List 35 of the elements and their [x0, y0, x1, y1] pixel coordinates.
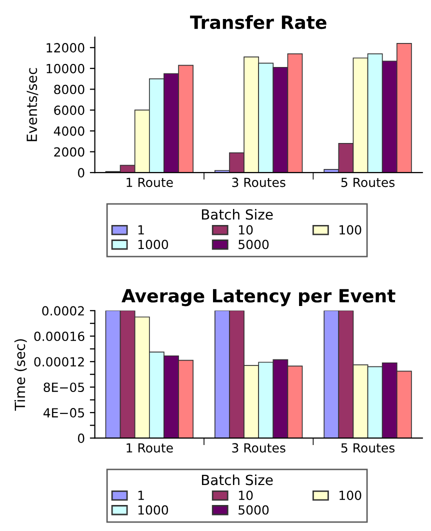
legend-label: 1: [138, 490, 144, 500]
legend-label: 100: [340, 490, 362, 500]
legend-label: 100: [340, 225, 362, 235]
x-tick-label: 5 Routes: [341, 178, 395, 188]
y-tick-label: 10000: [46, 64, 84, 74]
chart-title: Transfer Rate: [190, 15, 326, 30]
legend-label: 1000: [138, 240, 168, 250]
y-tick-label: 0.00016: [34, 332, 84, 342]
legend-label: 1000: [138, 505, 168, 515]
y-tick-label: 0: [78, 434, 84, 443]
y-tick-label: 0.00012: [34, 357, 84, 367]
y-tick-label: 4000: [54, 126, 84, 136]
x-tick-label: 3 Routes: [232, 178, 286, 188]
legend-label: 5000: [238, 505, 269, 515]
y-tick-label: 0.0002: [42, 306, 84, 316]
x-tick-label: 3 Routes: [232, 443, 286, 453]
legend-label: 1: [138, 225, 144, 234]
legend-title: Batch Size: [202, 208, 273, 220]
y-tick-label: 8000: [54, 84, 84, 94]
y-tick-label: 4E−05: [43, 408, 84, 418]
x-tick-label: 5 Routes: [341, 443, 395, 453]
legend-title: Batch Size: [202, 474, 273, 486]
y-tick-label: 6000: [54, 106, 84, 116]
y-tick-label: 8E−05: [44, 382, 84, 392]
y-tick-label: 12000: [46, 43, 84, 53]
y-tick-label: 0: [78, 168, 84, 178]
y-axis-title: Time (sec): [14, 339, 27, 411]
legend-label: 5000: [238, 240, 269, 250]
legend-label: 10: [238, 490, 253, 500]
y-tick-label: 2000: [54, 147, 84, 157]
y-axis-title: Events/sec: [26, 68, 38, 142]
x-tick-label: 1 Route: [126, 443, 173, 453]
legend-label: 10: [238, 225, 253, 235]
x-tick-label: 1 Route: [126, 178, 173, 188]
chart-title: Average Latency per Event: [122, 289, 396, 306]
